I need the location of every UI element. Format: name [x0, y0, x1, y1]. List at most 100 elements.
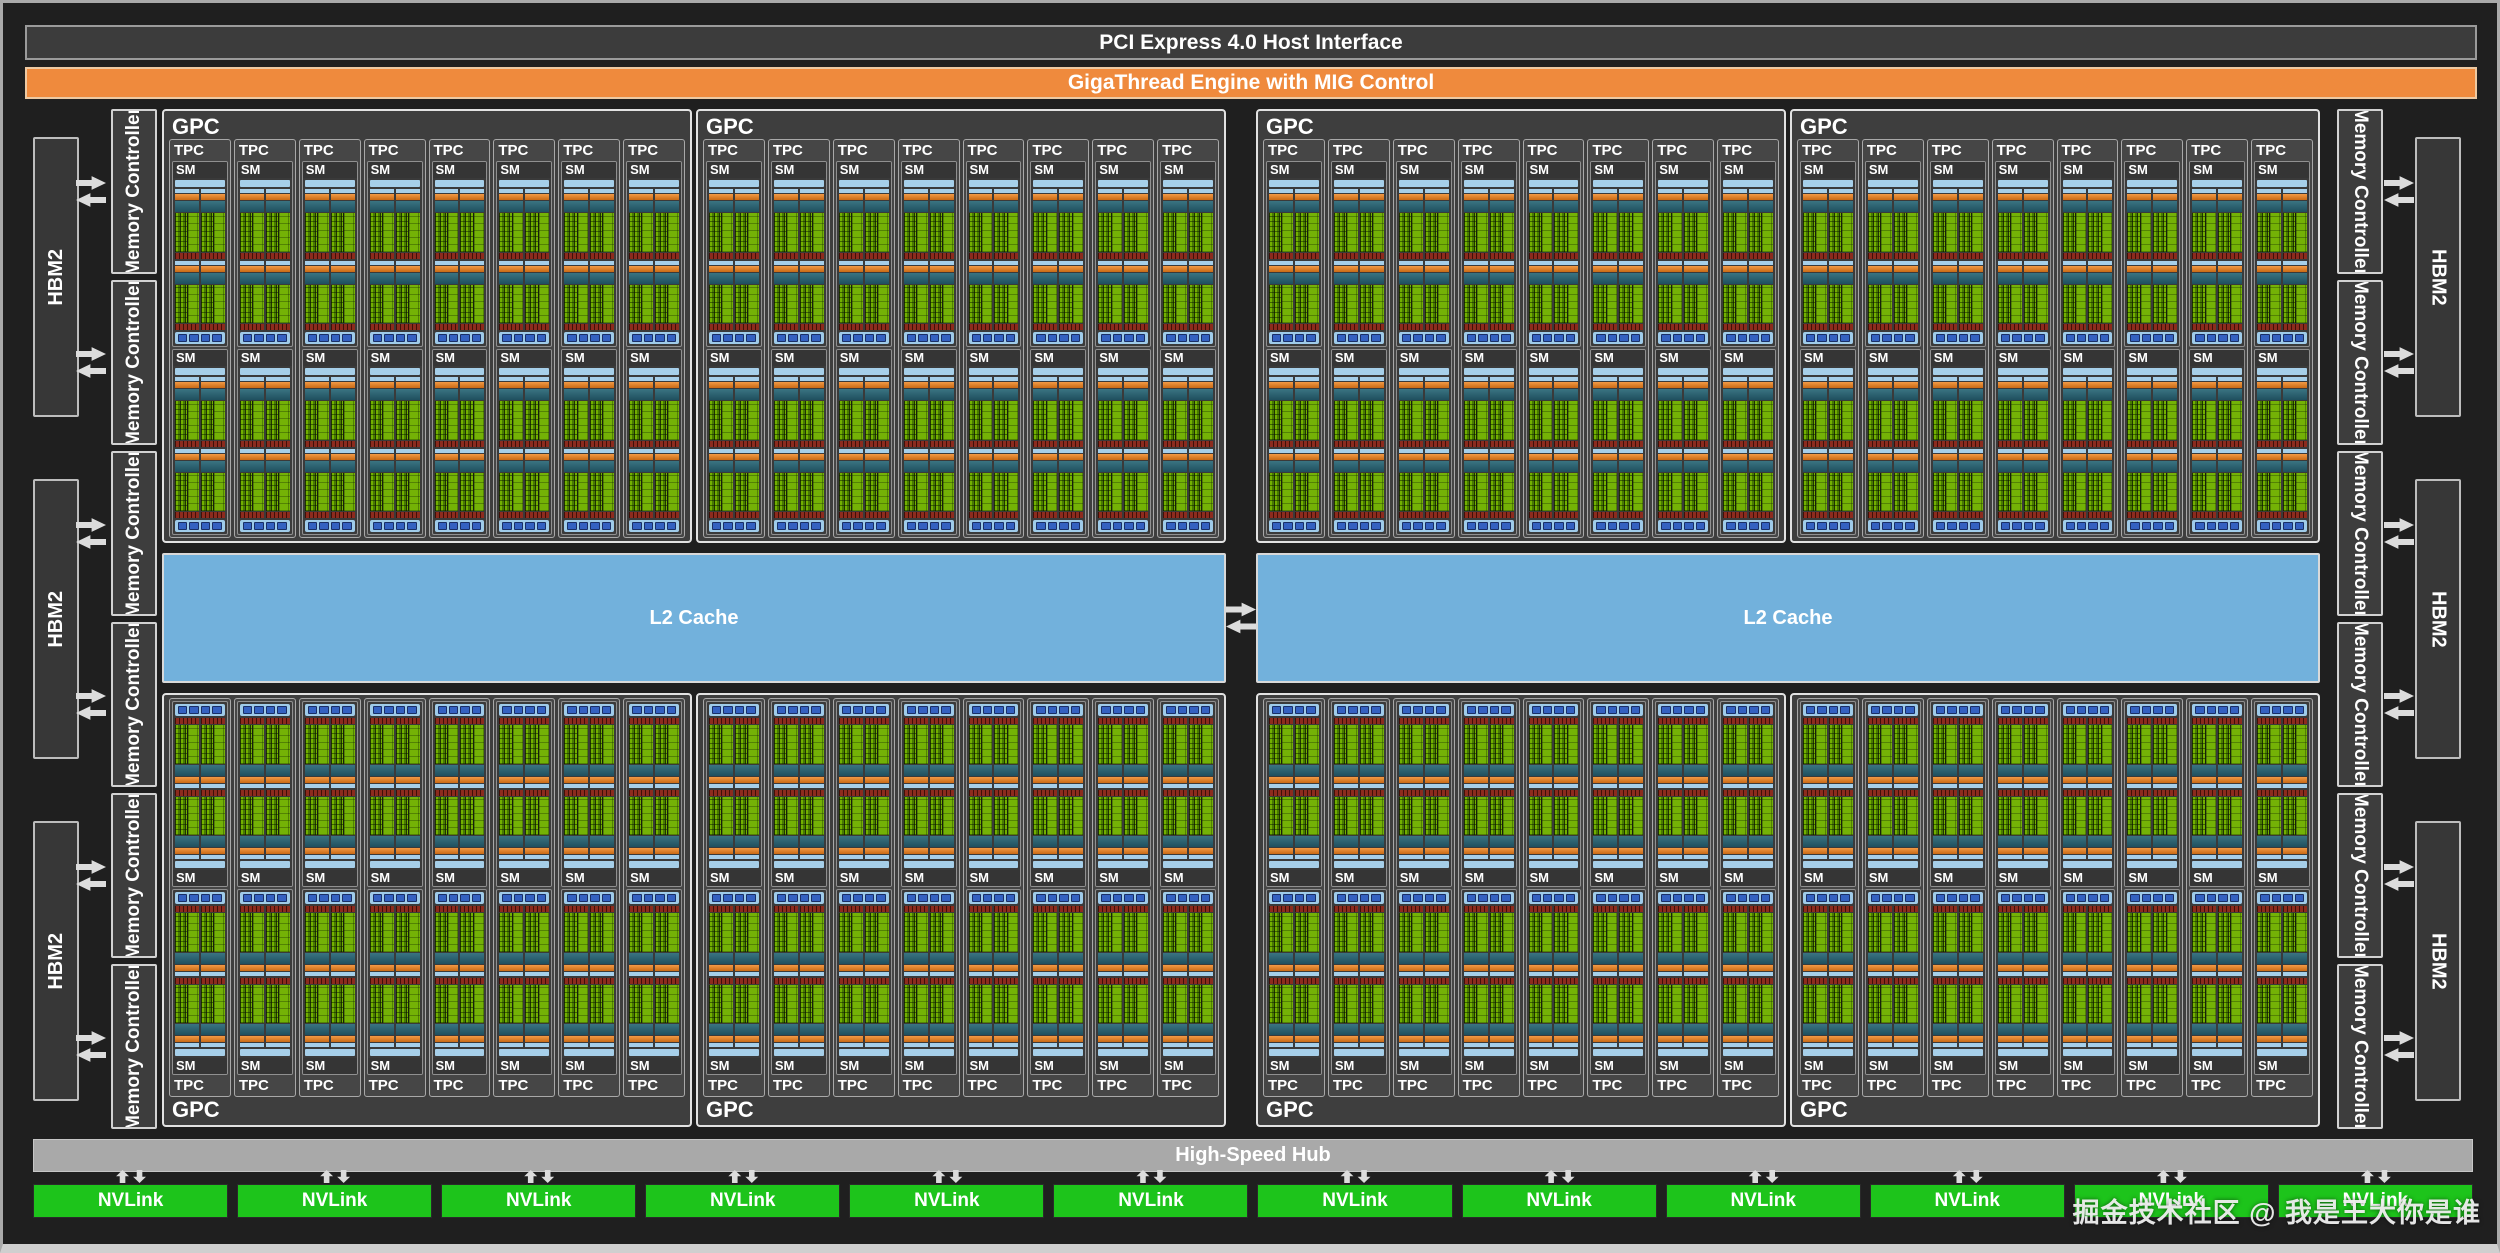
tensor-core-block: [1202, 913, 1213, 952]
core-area: [1593, 213, 1618, 252]
sm-bar-orange: [1033, 848, 1058, 854]
sm-bar-red: [564, 789, 589, 796]
tex-unit-segment: [2206, 522, 2217, 530]
sm-bar-lightblue-thin: [1294, 377, 1319, 381]
core-area: [1593, 725, 1618, 764]
core-area: [1749, 213, 1773, 252]
sm-bar-teal: [590, 952, 615, 964]
sm-bar-red: [734, 324, 759, 330]
core-area: [1333, 284, 1358, 323]
tpc-label: TPC: [772, 1077, 803, 1094]
core-grid: [903, 725, 916, 764]
sm-processing-block: [1269, 789, 1293, 859]
sm-bar-orange: [499, 776, 524, 783]
core-area: [239, 213, 264, 252]
tex-unit-bar: [968, 704, 1019, 716]
sm-bar-lightblue-thin: [369, 855, 394, 859]
sm-label: SM: [562, 350, 617, 366]
sm-bar-red: [2153, 440, 2178, 447]
sm-bar-red: [1723, 977, 1748, 984]
sm-bar-teal: [1932, 460, 1957, 472]
sm-bar-lightblue-thin: [709, 783, 733, 788]
sm-block: SM: [1330, 889, 1387, 1075]
tensor-core-block: [188, 284, 199, 323]
core-area: [773, 284, 798, 323]
sm-bar-teal: [2153, 460, 2178, 472]
sm-bar-orange: [929, 453, 954, 460]
core-area: [1528, 213, 1553, 252]
sm-bar-teal: [1658, 1024, 1683, 1035]
sm-bar-orange: [1528, 964, 1553, 971]
sm-bar-orange: [434, 194, 459, 200]
sm-bar-lightblue-thin: [994, 189, 1019, 193]
sm-processing-block: [903, 189, 928, 259]
core-area: [1269, 796, 1293, 835]
sm-processing-row: [1269, 260, 1319, 330]
core-grid: [499, 796, 512, 835]
sm-processing-block: [1684, 977, 1709, 1047]
tensor-core-block: [279, 725, 290, 764]
core-area: [1424, 984, 1449, 1023]
core-grid: [1294, 472, 1308, 511]
core-grid: [369, 213, 382, 252]
sm-bar-orange: [175, 265, 199, 272]
sm-block: SM: [965, 349, 1022, 535]
core-grid: [1294, 913, 1308, 952]
core-grid: [1619, 472, 1632, 511]
sm-processing-block: [655, 189, 679, 259]
sm-bar-teal: [1424, 1024, 1449, 1035]
sm-bar-teal: [525, 1024, 550, 1035]
sm-processing-row: [499, 977, 550, 1047]
sm-bar-red: [1593, 512, 1618, 518]
tensor-core-block: [343, 472, 355, 511]
sm-bar-lightblue-thin: [799, 971, 824, 976]
tex-unit-segment: [2088, 522, 2098, 530]
core-area: [265, 284, 290, 323]
sm-bar-teal: [968, 764, 993, 776]
sm-bar-orange: [1463, 776, 1488, 783]
tex-unit-segment: [460, 522, 470, 530]
core-grid: [1528, 913, 1541, 952]
tpc-block: TPC SM SM: [1652, 139, 1715, 538]
core-grid: [1424, 284, 1437, 323]
tex-unit-segment: [1294, 522, 1305, 530]
sm-bar-lightblue-thin: [434, 260, 459, 265]
core-grid: [2257, 472, 2270, 511]
tensor-core-block: [1541, 472, 1553, 511]
sm-bar-lightblue: [175, 368, 225, 375]
sm-bar-lightblue-thin: [200, 377, 225, 381]
sm-processing-block: [629, 977, 654, 1047]
tex-unit-segment: [1272, 522, 1282, 530]
core-grid: [330, 913, 343, 952]
core-area: [1619, 796, 1644, 835]
sm-bar-lightblue-thin: [590, 1043, 615, 1047]
sm-bar-orange: [1489, 848, 1514, 854]
sm-bar-red: [903, 718, 928, 724]
sm-bar-lightblue-thin: [655, 260, 679, 265]
sm-processing-block: [1463, 906, 1488, 976]
sm-bar-red: [1828, 906, 1853, 912]
sm-label: SM: [901, 162, 956, 178]
sm-bar-lightblue: [1463, 368, 1514, 375]
sm-bar-red: [239, 324, 264, 330]
sm-bar-teal: [1723, 836, 1748, 847]
tensor-core-block: [408, 913, 420, 952]
core-grid: [994, 913, 1007, 952]
tex-unit-segment: [2035, 334, 2045, 342]
sm-bar-lightblue-thin: [369, 189, 394, 193]
sm-processing-block: [2192, 377, 2217, 447]
sm-bar-red: [1867, 512, 1892, 518]
sm-processing-block: [1359, 260, 1384, 330]
core-grid: [655, 984, 668, 1023]
sm-bar-orange: [2257, 382, 2282, 388]
tex-unit-segment: [277, 706, 287, 714]
sm-processing-row: [1333, 789, 1384, 859]
sm-bar-teal: [434, 460, 459, 472]
sm-bar-red: [799, 324, 824, 330]
sm-bar-red: [1684, 440, 1709, 447]
tex-unit-segment: [1619, 334, 1629, 342]
sm-bar-lightblue: [968, 180, 1019, 187]
core-area: [799, 472, 824, 511]
tensor-core-block: [1671, 796, 1683, 835]
sm-bar-teal: [265, 952, 290, 964]
